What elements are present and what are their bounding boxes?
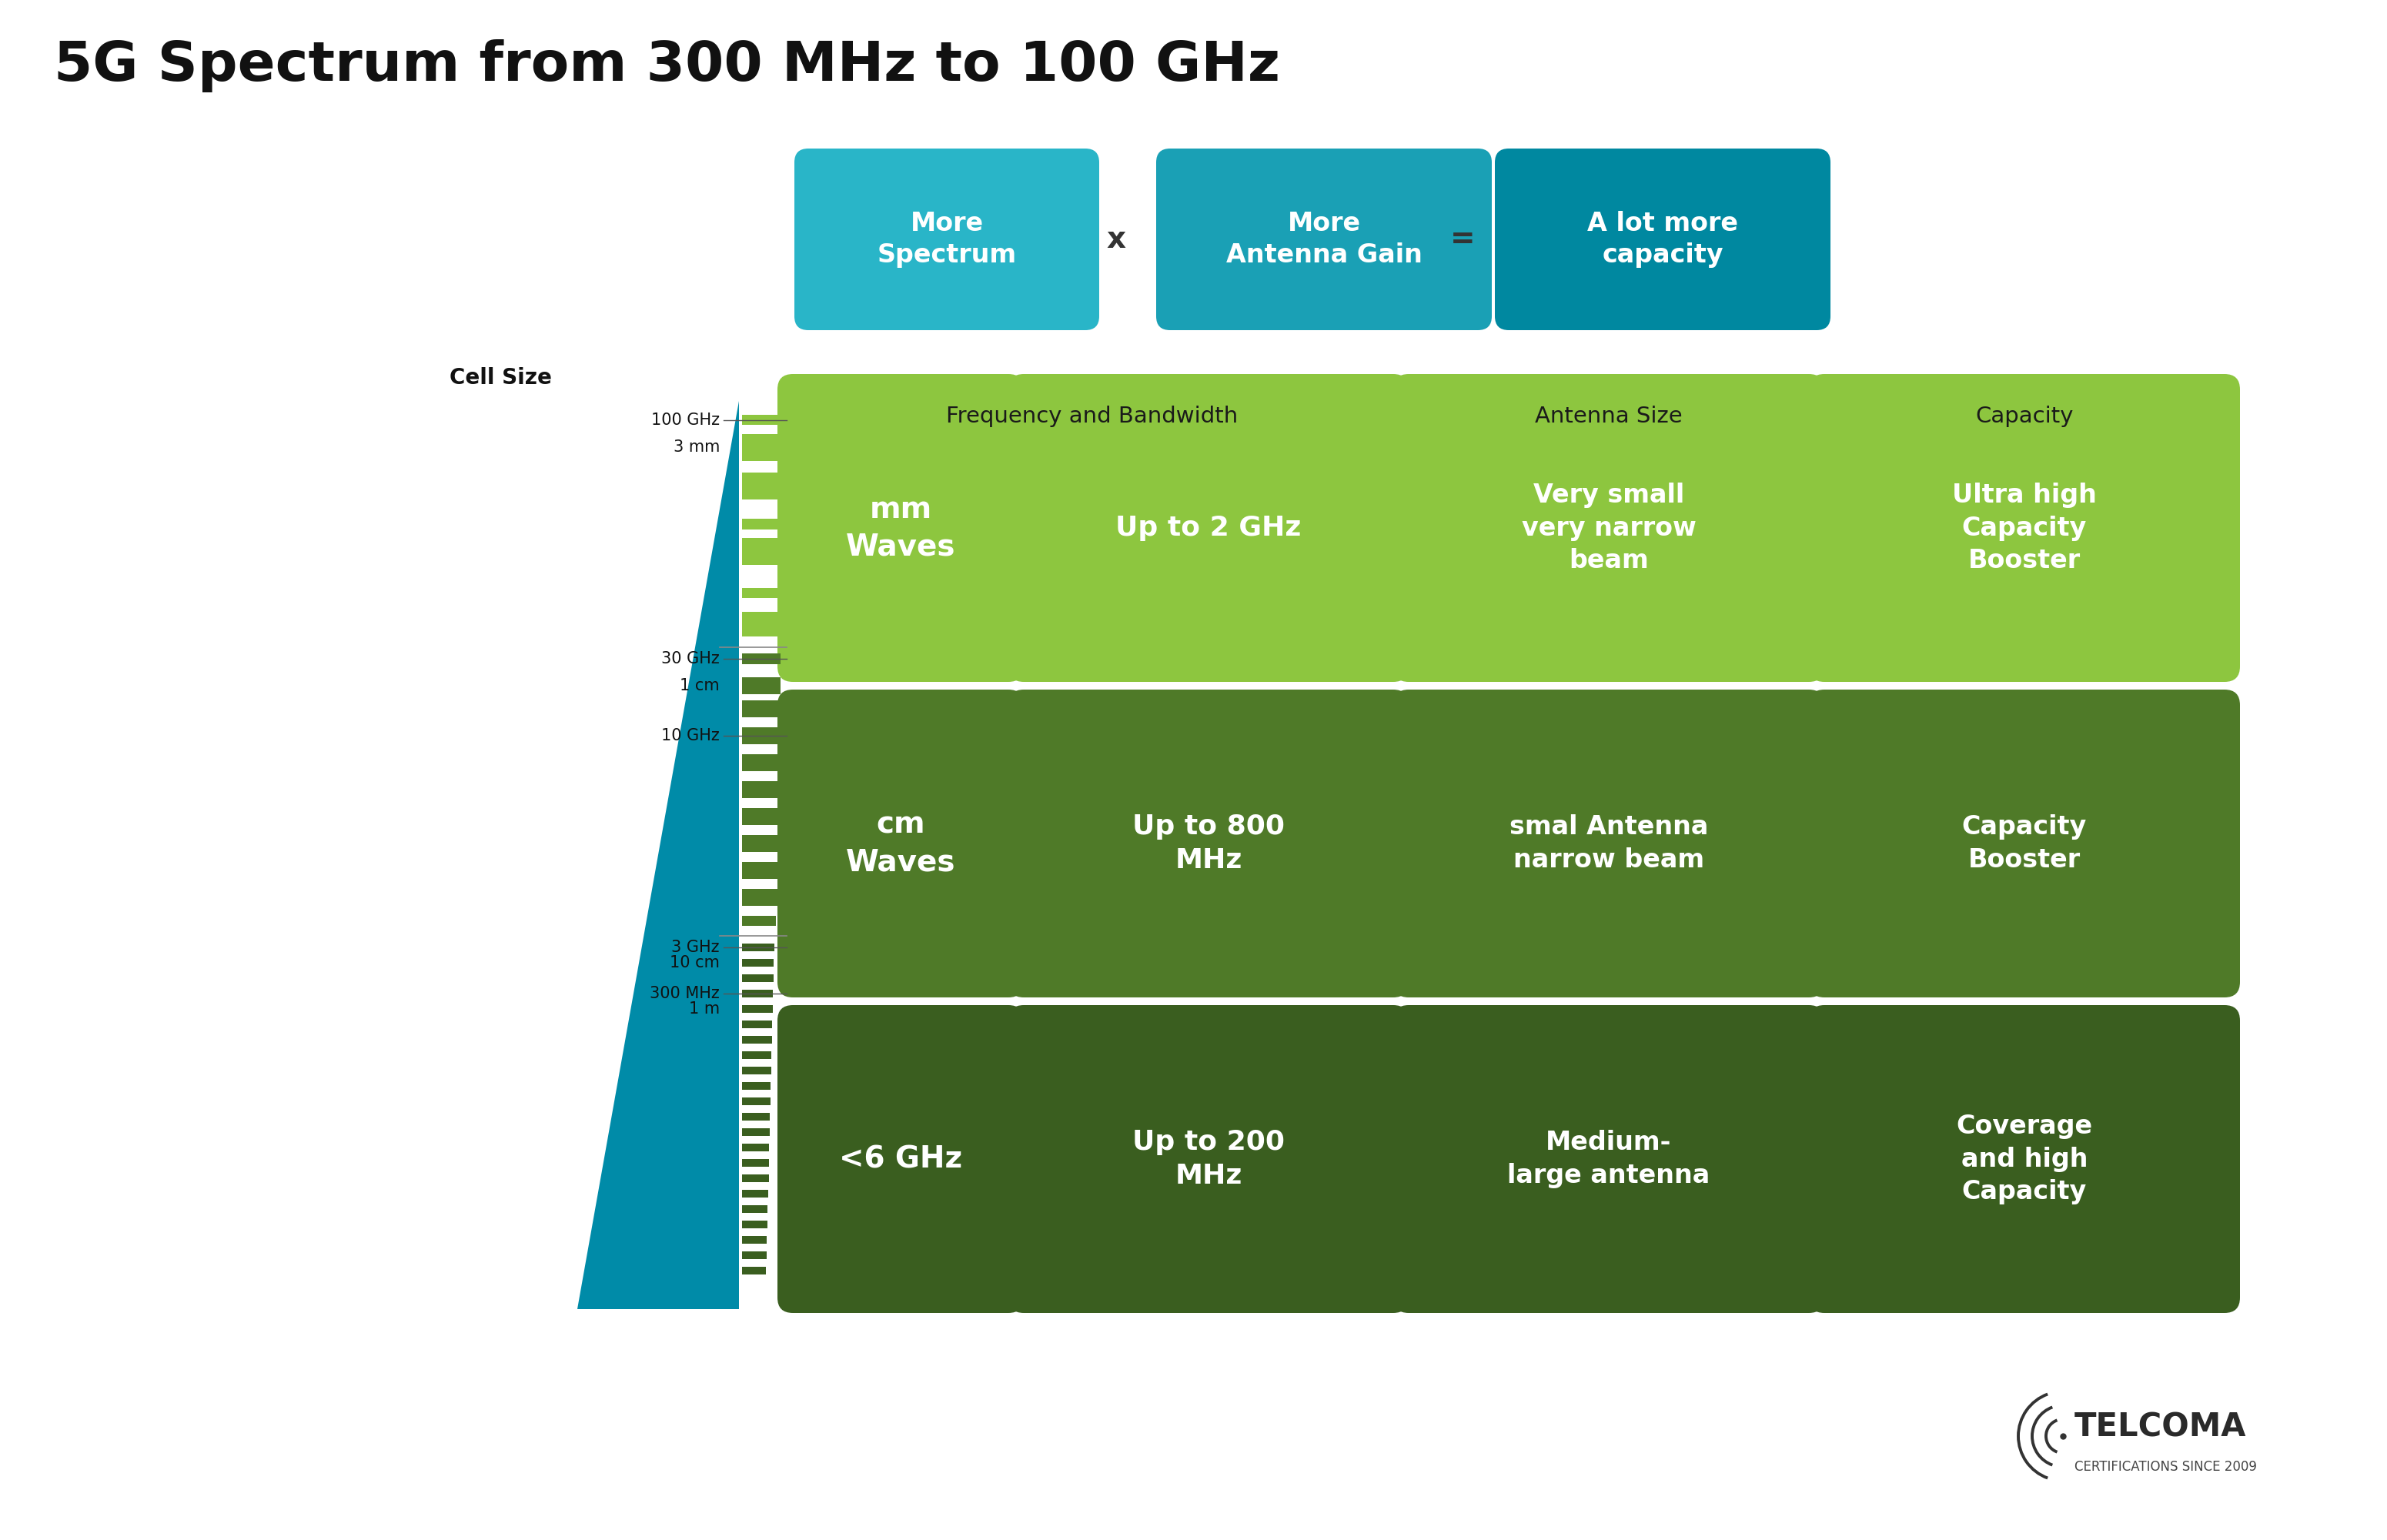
Text: 10 cm: 10 cm — [671, 955, 721, 970]
Bar — [742, 1006, 773, 1013]
Bar — [742, 915, 776, 926]
FancyBboxPatch shape — [1494, 148, 1831, 330]
Text: cm
Waves: cm Waves — [845, 810, 955, 876]
Bar — [742, 990, 773, 998]
Text: Cell Size: Cell Size — [449, 367, 551, 388]
Bar — [742, 1129, 769, 1137]
Text: smal Antenna
narrow beam: smal Antenna narrow beam — [1509, 815, 1709, 872]
FancyBboxPatch shape — [1007, 374, 1408, 682]
Text: More
Antenna Gain: More Antenna Gain — [1227, 211, 1423, 268]
Text: 1 cm: 1 cm — [680, 678, 721, 693]
Text: 100 GHz: 100 GHz — [652, 413, 721, 428]
FancyBboxPatch shape — [1007, 690, 1408, 998]
Text: <6 GHz: <6 GHz — [838, 1144, 962, 1173]
Text: TELCOMA: TELCOMA — [2074, 1411, 2246, 1443]
Bar — [742, 1160, 769, 1167]
FancyBboxPatch shape — [1809, 1006, 2239, 1314]
Text: =: = — [1449, 225, 1475, 254]
Bar — [742, 781, 778, 798]
Text: Up to 2 GHz: Up to 2 GHz — [1115, 514, 1301, 541]
Text: Up to 800
MHz: Up to 800 MHz — [1131, 813, 1284, 873]
Bar — [742, 889, 778, 906]
Text: More
Spectrum: More Spectrum — [876, 211, 1017, 268]
Text: Coverage
and high
Capacity: Coverage and high Capacity — [1957, 1113, 2093, 1204]
FancyBboxPatch shape — [1394, 374, 1824, 682]
Bar — [742, 835, 778, 852]
Text: Capacity
Booster: Capacity Booster — [1962, 815, 2086, 872]
Text: 3 GHz: 3 GHz — [671, 939, 721, 955]
Text: CERTIFICATIONS SINCE 2009: CERTIFICATIONS SINCE 2009 — [2074, 1460, 2256, 1474]
Bar — [742, 1067, 771, 1075]
Bar — [742, 727, 781, 744]
Bar — [742, 519, 785, 530]
Bar — [742, 959, 773, 967]
Bar — [742, 678, 781, 695]
Bar — [742, 1252, 766, 1260]
Bar — [742, 1052, 771, 1060]
Text: x: x — [1108, 225, 1127, 254]
Bar — [742, 611, 783, 636]
Bar — [742, 588, 785, 599]
Text: mm
Waves: mm Waves — [845, 494, 955, 561]
Bar — [742, 862, 778, 879]
Polygon shape — [578, 400, 740, 1309]
Text: Frequency and Bandwidth: Frequency and Bandwidth — [945, 405, 1239, 427]
Bar — [742, 416, 785, 425]
Bar — [742, 1190, 769, 1198]
FancyBboxPatch shape — [1155, 148, 1492, 330]
FancyBboxPatch shape — [778, 374, 1024, 682]
Bar — [742, 1221, 769, 1229]
FancyBboxPatch shape — [1394, 1006, 1824, 1314]
Bar — [742, 1113, 771, 1121]
Bar — [742, 944, 773, 952]
Text: 300 MHz: 300 MHz — [649, 986, 721, 1001]
Bar — [742, 1083, 771, 1090]
Text: Ultra high
Capacity
Booster: Ultra high Capacity Booster — [1953, 484, 2096, 573]
Text: Up to 200
MHz: Up to 200 MHz — [1131, 1129, 1284, 1189]
Bar — [742, 537, 785, 565]
Text: 1 m: 1 m — [690, 1001, 721, 1016]
Text: Medium-
large antenna: Medium- large antenna — [1509, 1130, 1709, 1187]
Text: 30 GHz: 30 GHz — [661, 651, 721, 667]
Bar — [742, 975, 773, 983]
Text: 10 GHz: 10 GHz — [661, 728, 721, 744]
Bar — [742, 701, 781, 718]
Bar — [742, 1098, 771, 1106]
Text: A lot more
capacity: A lot more capacity — [1587, 211, 1738, 268]
Bar — [742, 808, 778, 825]
Bar — [742, 654, 781, 664]
Text: 3 mm: 3 mm — [673, 439, 721, 454]
FancyBboxPatch shape — [1007, 1006, 1408, 1314]
Text: Antenna Size: Antenna Size — [1535, 405, 1683, 427]
Bar — [742, 1206, 769, 1214]
Bar — [742, 1021, 773, 1029]
FancyBboxPatch shape — [795, 148, 1098, 330]
Text: Capacity: Capacity — [1976, 405, 2074, 427]
FancyBboxPatch shape — [1394, 690, 1824, 998]
Bar — [742, 1036, 771, 1044]
Bar — [742, 755, 781, 772]
Bar — [742, 434, 785, 460]
Text: Very small
very narrow
beam: Very small very narrow beam — [1521, 484, 1697, 573]
FancyBboxPatch shape — [1809, 374, 2239, 682]
Bar — [742, 1267, 766, 1275]
Bar — [742, 1237, 766, 1244]
Bar — [742, 1175, 769, 1183]
Bar — [742, 473, 785, 499]
FancyBboxPatch shape — [778, 1006, 1024, 1314]
FancyBboxPatch shape — [1809, 690, 2239, 998]
Bar — [742, 1144, 769, 1152]
FancyBboxPatch shape — [778, 690, 1024, 998]
Text: 5G Spectrum from 300 MHz to 100 GHz: 5G Spectrum from 300 MHz to 100 GHz — [55, 38, 1279, 92]
